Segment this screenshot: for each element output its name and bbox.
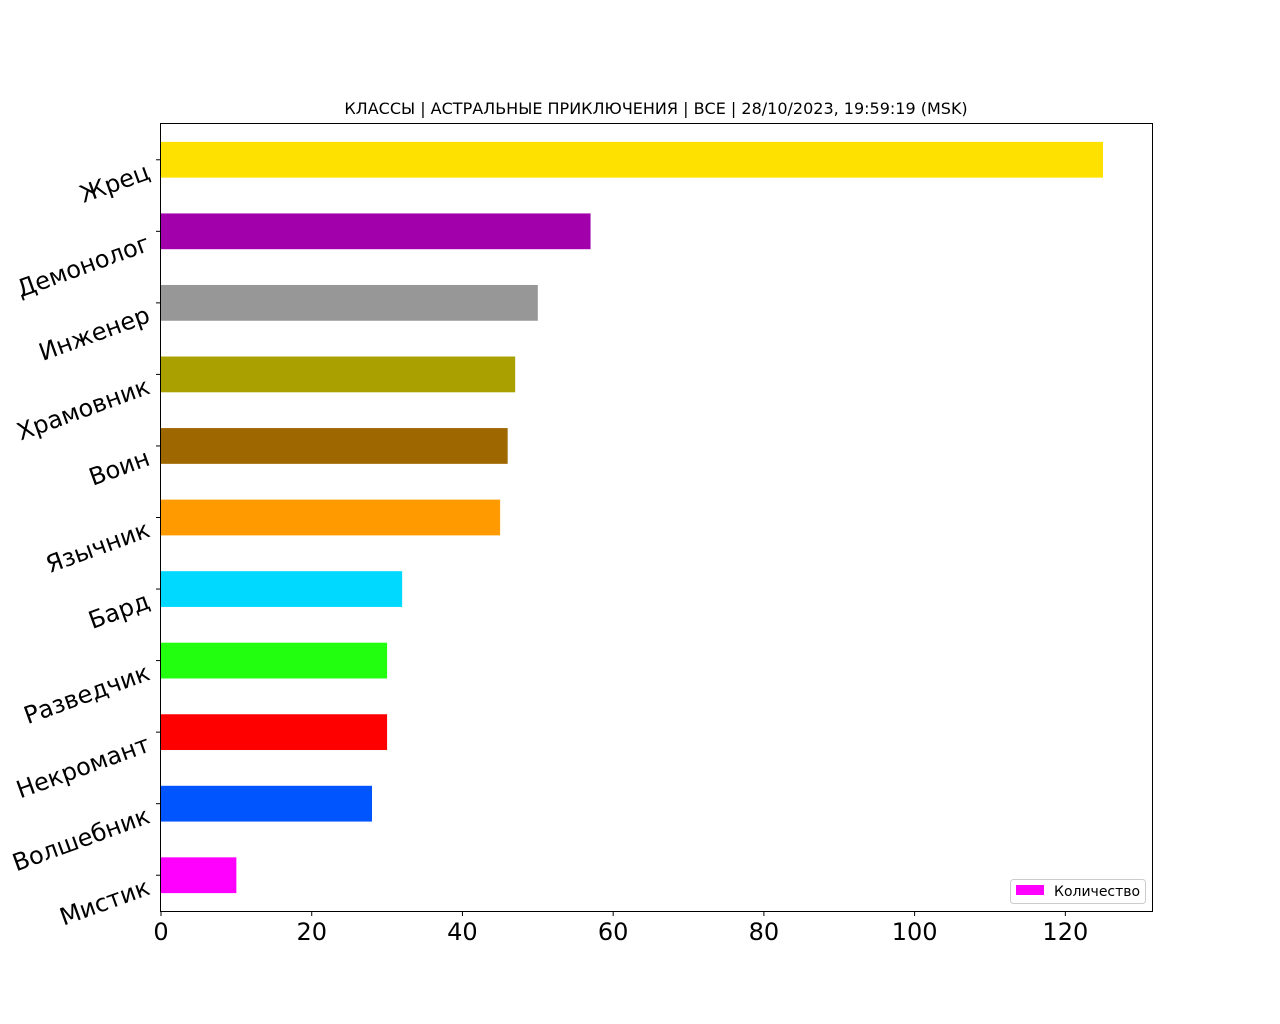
x-tick-label: 0 bbox=[153, 918, 168, 946]
y-tick-label: Бард bbox=[85, 587, 154, 635]
bar bbox=[161, 213, 591, 250]
x-tick-label: 120 bbox=[1042, 918, 1088, 946]
y-tick-label: Инженер bbox=[35, 301, 153, 367]
legend-swatch bbox=[1016, 885, 1044, 895]
legend-box bbox=[1010, 879, 1146, 904]
bar bbox=[161, 356, 516, 393]
y-tick-label: Волшебник bbox=[9, 802, 154, 877]
y-tick-label: Храмовник bbox=[13, 372, 153, 446]
x-tick-label: 20 bbox=[296, 918, 327, 946]
bar bbox=[161, 714, 388, 751]
bar bbox=[161, 857, 237, 894]
y-tick-label: Язычник bbox=[42, 515, 153, 578]
bar bbox=[161, 284, 538, 321]
bar bbox=[161, 499, 501, 536]
bar bbox=[161, 785, 373, 822]
chart-title: КЛАССЫ | АСТРАЛЬНЫЕ ПРИКЛЮЧЕНИЯ | ВСЕ | … bbox=[344, 99, 967, 118]
plot-frame bbox=[160, 123, 1153, 912]
legend-label: Количество bbox=[1054, 884, 1140, 900]
bar bbox=[161, 141, 1104, 178]
y-tick-label: Жрец bbox=[76, 158, 153, 209]
x-tick-label: 60 bbox=[598, 918, 629, 946]
x-tick-label: 80 bbox=[749, 918, 780, 946]
bars-group bbox=[161, 141, 1104, 894]
x-axis: 0 20 40 60 80 100 120 bbox=[153, 911, 1088, 946]
x-tick-label: 40 bbox=[447, 918, 478, 946]
legend: Количество bbox=[1010, 879, 1146, 904]
bar bbox=[161, 428, 508, 464]
y-tick-label: Разведчик bbox=[20, 658, 153, 729]
y-tick-label: Воин bbox=[85, 444, 153, 492]
bar bbox=[161, 642, 388, 679]
y-tick-label: Некромант bbox=[13, 730, 154, 804]
bar bbox=[161, 571, 403, 607]
y-tick-label: Мистик bbox=[56, 873, 154, 931]
y-tick-label: Демонолог bbox=[13, 229, 153, 303]
x-tick-label: 100 bbox=[892, 918, 938, 946]
